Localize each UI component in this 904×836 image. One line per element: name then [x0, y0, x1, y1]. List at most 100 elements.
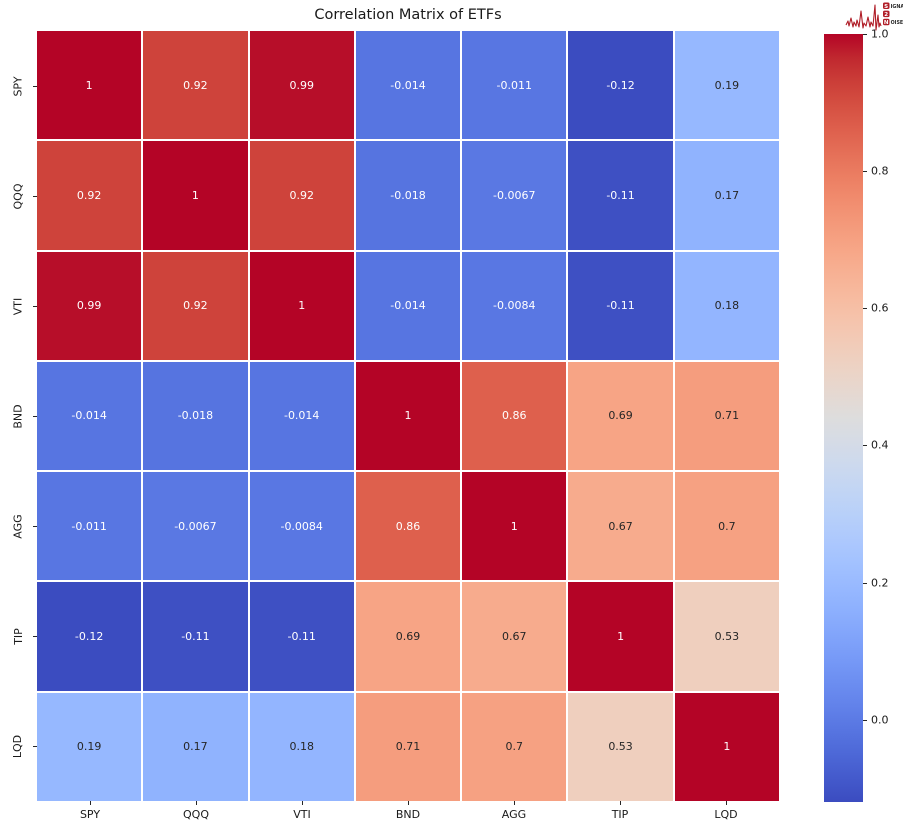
heatmap-cell-TIP-AGG: 0.67 — [462, 582, 567, 691]
x-tick-mark — [90, 801, 91, 805]
heatmap-cell-BND-SPY: -0.014 — [37, 361, 142, 471]
heatmap-cell-BND-LQD: 0.71 — [674, 361, 779, 471]
heatmap-cell-VTI-BND: -0.014 — [355, 251, 461, 360]
colorbar-tick-mark — [863, 582, 867, 584]
x-tick-mark — [408, 801, 409, 805]
x-tick-label-LQD: LQD — [714, 808, 738, 821]
heatmap-cell-SPY-VTI: 0.99 — [249, 31, 354, 140]
logo-2: 2 — [884, 12, 888, 18]
colorbar-tick-label: 0.6 — [871, 301, 889, 315]
heatmap-cell-LQD-TIP: 0.53 — [568, 692, 673, 801]
heatmap-cell-BND-BND: 1 — [355, 361, 461, 471]
colorbar-tick-label: 0.8 — [871, 164, 889, 178]
logo-ignal: IGNAL — [891, 4, 903, 10]
y-tick-mark — [33, 196, 37, 197]
y-tick-label-VTI: VTI — [11, 297, 25, 315]
heatmap-cell-SPY-SPY: 1 — [37, 31, 142, 140]
chart-title: Correlation Matrix of ETFs — [314, 7, 502, 23]
y-tick-mark — [33, 416, 37, 417]
heatmap-cell-AGG-BND: 0.86 — [355, 472, 461, 581]
heatmap-cell-AGG-SPY: -0.011 — [37, 472, 142, 581]
y-tick-mark — [33, 306, 37, 307]
colorbar-tick-label: 0.0 — [871, 713, 889, 727]
heatmap-cell-TIP-TIP: 1 — [568, 582, 673, 691]
colorbar-tick-mark — [863, 171, 867, 173]
heatmap-cell-SPY-BND: -0.014 — [355, 31, 461, 140]
x-tick-label-QQQ: QQQ — [183, 808, 209, 821]
y-tick-label-TIP: TIP — [11, 627, 25, 645]
heatmap-cell-LQD-LQD: 1 — [674, 692, 779, 801]
heatmap-cell-LQD-SPY: 0.19 — [37, 692, 142, 801]
heatmap-cell-AGG-VTI: -0.0084 — [249, 472, 354, 581]
heatmap-cell-VTI-AGG: -0.0084 — [462, 251, 567, 360]
colorbar-tick-mark — [863, 34, 867, 35]
x-tick-mark — [726, 801, 727, 805]
x-tick-label-BND: BND — [395, 808, 421, 821]
heatmap-cell-QQQ-AGG: -0.0067 — [462, 141, 567, 250]
heatmap-cell-AGG-QQQ: -0.0067 — [143, 472, 248, 581]
heatmap-cell-QQQ-VTI: 0.92 — [249, 141, 354, 250]
heatmap-cell-LQD-BND: 0.71 — [355, 692, 461, 801]
y-tick-label-AGG: AGG — [11, 513, 25, 539]
heatmap-cell-LQD-VTI: 0.18 — [249, 692, 354, 801]
y-tick-mark — [33, 86, 37, 87]
logo-n-box — [883, 18, 890, 26]
colorbar-tick-label: 0.2 — [871, 576, 889, 590]
logo-s: S — [884, 4, 888, 10]
heatmap-cell-QQQ-BND: -0.018 — [355, 141, 461, 250]
heatmap-cell-VTI-TIP: -0.11 — [568, 251, 673, 360]
heatmap-cell-SPY-LQD: 0.19 — [674, 31, 779, 140]
x-tick-mark — [302, 801, 303, 805]
heatmap-cell-VTI-QQQ: 0.92 — [143, 251, 248, 360]
logo-s-box — [883, 2, 890, 9]
ecg-waveform-icon — [845, 4, 882, 31]
heatmap-cell-QQQ-QQQ: 1 — [143, 141, 248, 250]
x-tick-label-SPY: SPY — [79, 808, 101, 821]
heatmap-cell-LQD-AGG: 0.7 — [462, 692, 567, 801]
logo-n: N — [884, 20, 889, 26]
heatmap-cell-AGG-AGG: 1 — [462, 472, 567, 581]
heatmap-cell-TIP-SPY: -0.12 — [37, 582, 142, 691]
heatmap-cell-SPY-QQQ: 0.92 — [143, 31, 248, 140]
heatmap-cell-BND-AGG: 0.86 — [462, 361, 567, 471]
x-tick-mark — [196, 801, 197, 805]
logo-oise: OISE — [891, 20, 903, 26]
colorbar-tick-label: 0.4 — [871, 438, 889, 452]
x-tick-mark — [620, 801, 621, 805]
x-tick-label-VTI: VTI — [293, 808, 311, 821]
heatmap-cell-QQQ-TIP: -0.11 — [568, 141, 673, 250]
heatmap-cell-AGG-TIP: 0.67 — [568, 472, 673, 581]
colorbar — [824, 34, 863, 802]
y-tick-label-LQD: LQD — [11, 734, 25, 758]
heatmap-cell-VTI-LQD: 0.18 — [674, 251, 779, 360]
heatmap-cell-TIP-QQQ: -0.11 — [143, 582, 248, 691]
heatmap-grid: 1 0.92 0.99 -0.014 -0.011 -0.12 0.19 0.92 1 0.92-… — [37, 31, 779, 801]
heatmap-cell-LQD-QQQ: 0.17 — [143, 692, 248, 801]
colorbar-tick-label: 1.0 — [871, 27, 889, 41]
y-tick-label-SPY: SPY — [11, 75, 25, 97]
logo-2-box — [883, 10, 890, 18]
x-tick-label-TIP: TIP — [611, 808, 629, 821]
colorbar-tick-mark — [863, 719, 867, 721]
y-tick-label-QQQ: QQQ — [11, 183, 25, 209]
heatmap-cell-QQQ-LQD: 0.17 — [674, 141, 779, 250]
y-tick-mark — [33, 526, 37, 527]
y-tick-mark — [33, 636, 37, 637]
colorbar-tick-mark — [863, 308, 867, 310]
heatmap-cell-VTI-SPY: 0.99 — [37, 251, 142, 360]
heatmap-cell-BND-VTI: -0.014 — [249, 361, 354, 471]
heatmap-cell-QQQ-SPY: 0.92 — [37, 141, 142, 250]
heatmap-cell-BND-QQQ: -0.018 — [143, 361, 248, 471]
heatmap-cell-VTI-VTI: 1 — [249, 251, 354, 360]
heatmap-cell-TIP-LQD: 0.53 — [674, 582, 779, 691]
signal2noise-logo: S IGNAL 2 N OISE — [845, 2, 903, 31]
heatmap-cell-AGG-LQD: 0.7 — [674, 472, 779, 581]
heatmap-cell-BND-TIP: 0.69 — [568, 361, 673, 471]
x-tick-label-AGG: AGG — [501, 808, 527, 821]
y-tick-mark — [33, 746, 37, 747]
y-tick-label-BND: BND — [11, 403, 25, 429]
heatmap-cell-SPY-AGG: -0.011 — [462, 31, 567, 140]
heatmap-cell-TIP-VTI: -0.11 — [249, 582, 354, 691]
colorbar-tick-mark — [863, 445, 867, 447]
